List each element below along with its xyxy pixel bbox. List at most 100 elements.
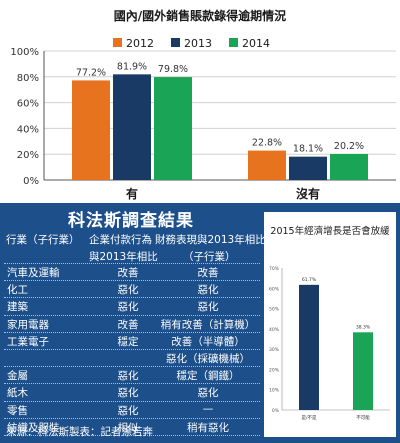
row-divider (4, 349, 260, 350)
x-tick-label: 沒有 (296, 186, 320, 201)
cell-finance: 改善 (197, 267, 219, 279)
table-row: 工業電子 穩定 改善（半導體） (0, 332, 262, 350)
survey-title: 科法斯調查結果 (68, 211, 194, 231)
table-row: 惡化（採礦機械） (0, 349, 262, 367)
row-divider (4, 435, 260, 436)
inset-y-tick-label: 10% (269, 388, 280, 394)
inset-title: 2015年經濟增長是否會放緩 (270, 225, 390, 237)
cell-payment: 惡化 (117, 387, 139, 400)
table-row: 化工 惡化 惡化 (0, 280, 262, 298)
row-divider (4, 400, 260, 402)
table-row: 零售 惡化 — (0, 401, 262, 419)
header-industry: 行業（子行業） (6, 234, 80, 246)
cell-finance: 穩定（鋼鐵） (176, 370, 240, 383)
cell-finance: 惡化 (197, 284, 219, 297)
inset-data-label: 38.3% (356, 324, 371, 330)
cell-finance: — (202, 402, 214, 415)
cell-industry: 金屬 (7, 370, 28, 383)
bar-2012-0 (72, 80, 110, 180)
row-divider (4, 331, 260, 333)
cell-finance: 改善（半導體） (171, 335, 245, 348)
source-note: 來源：科法斯製表：記者涂若奔 (6, 426, 153, 438)
row-divider (4, 297, 260, 299)
inset-x-tick-label: 是/不是 (301, 415, 317, 421)
table-row: 紡織及服裝 相似 稍有惡化 (0, 418, 262, 436)
bar-2012-1 (248, 150, 286, 180)
cell-industry: 紙木 (7, 387, 28, 400)
legend-label-2014: 2014 (242, 37, 270, 50)
legend-swatch-2013 (171, 38, 180, 47)
legend-label-2013: 2013 (184, 37, 212, 50)
header-payment-line2: 與2013年相比 (89, 251, 158, 263)
inset-y-tick-label: 60% (269, 286, 280, 292)
inset-y-tick-label: 40% (269, 327, 280, 333)
row-divider (4, 263, 260, 264)
data-label: 22.8% (252, 138, 282, 149)
legend-swatch-2014 (229, 38, 238, 47)
cell-payment: 改善 (117, 267, 139, 279)
overdue-receivables-chart: 國內/國外銷售賬款錄得逾期情況 2012 2013 2014 0% 20% 40% 60% 80… (10, 8, 396, 201)
header-finance-line2: （子行業） (183, 251, 236, 263)
row-divider (4, 366, 260, 368)
inset-data-label: 61.7% (302, 277, 317, 283)
bar-2013-1 (289, 156, 327, 180)
cell-payment: 惡化 (117, 284, 139, 297)
inset-y-tick-label: 30% (269, 347, 280, 353)
cell-payment: 相似 (117, 421, 139, 434)
data-label: 20.2% (334, 141, 364, 152)
cell-industry: 紡織及服裝 (7, 421, 60, 434)
bar-2014-1 (330, 153, 368, 180)
row-divider (4, 314, 260, 316)
y-tick-label: 0% (23, 176, 39, 187)
header-finance-line1: 財務表現與2013年相比 (155, 234, 266, 246)
y-tick-label: 20% (17, 150, 39, 161)
cell-payment: 惡化 (117, 404, 139, 417)
cell-finance: 惡化（採礦機械） (166, 353, 250, 365)
inset-y-tick-label: 50% (269, 307, 280, 313)
legend-label-2012: 2012 (126, 37, 154, 50)
y-tick-label: 60% (17, 99, 39, 110)
cell-finance: 稍有改善（計算機） (160, 318, 256, 331)
x-tick-label: 有 (126, 186, 138, 201)
cell-finance: 惡化 (197, 387, 219, 400)
row-divider (4, 280, 260, 282)
inset-bar-0 (299, 284, 319, 410)
growth-slowdown-chart: 2015年經濟增長是否會放緩 0% 10% 20% 30% 40% 50% 60% 70% 61.… (264, 212, 396, 437)
cell-industry: 建築 (7, 301, 28, 314)
table-row: 汽車及運輸 改善 改善 (0, 263, 262, 281)
data-label: 81.9% (117, 61, 147, 72)
cell-industry: 汽車及運輸 (7, 267, 60, 279)
data-label: 77.2% (76, 67, 106, 78)
data-label: 79.8% (158, 64, 188, 75)
data-label: 18.1% (293, 144, 323, 155)
cell-industry: 化工 (7, 284, 28, 297)
table-row: 金屬 惡化 穩定（鋼鐵） (0, 366, 262, 384)
bar-2013-0 (113, 74, 151, 180)
chart-title: 國內/國外銷售賬款錄得逾期情況 (114, 8, 286, 23)
inset-bar-1 (353, 332, 373, 410)
inset-y-tick-label: 20% (269, 367, 280, 373)
inset-y-tick-label: 70% (269, 266, 280, 272)
inset-y-tick-label: 0% (272, 408, 280, 414)
legend-swatch-2012 (113, 38, 122, 47)
cell-industry: 工業電子 (7, 335, 49, 348)
cell-finance: 惡化 (197, 301, 219, 314)
y-tick-label: 80% (17, 73, 39, 84)
table-row: 建築 惡化 惡化 (0, 297, 262, 315)
y-tick-label: 100% (10, 47, 39, 58)
inset-x-tick-label: 不可能 (356, 414, 370, 421)
cell-payment: 惡化 (117, 301, 139, 314)
y-tick-label: 40% (17, 124, 39, 135)
cell-payment: 改善 (117, 318, 139, 331)
row-divider (4, 417, 260, 419)
header-payment-line1: 企業付款行為 (89, 234, 152, 246)
bar-2014-0 (154, 77, 192, 180)
cell-payment: 惡化 (117, 370, 139, 383)
cell-payment: 穩定 (117, 335, 139, 348)
table-row: 家用電器 改善 稍有改善（計算機） (0, 315, 262, 333)
table-row: 紙木 惡化 惡化 (0, 383, 262, 401)
cell-industry: 家用電器 (7, 318, 49, 331)
row-divider (4, 383, 260, 385)
cell-finance: 稍有惡化 (187, 421, 229, 434)
cell-industry: 零售 (7, 404, 28, 417)
